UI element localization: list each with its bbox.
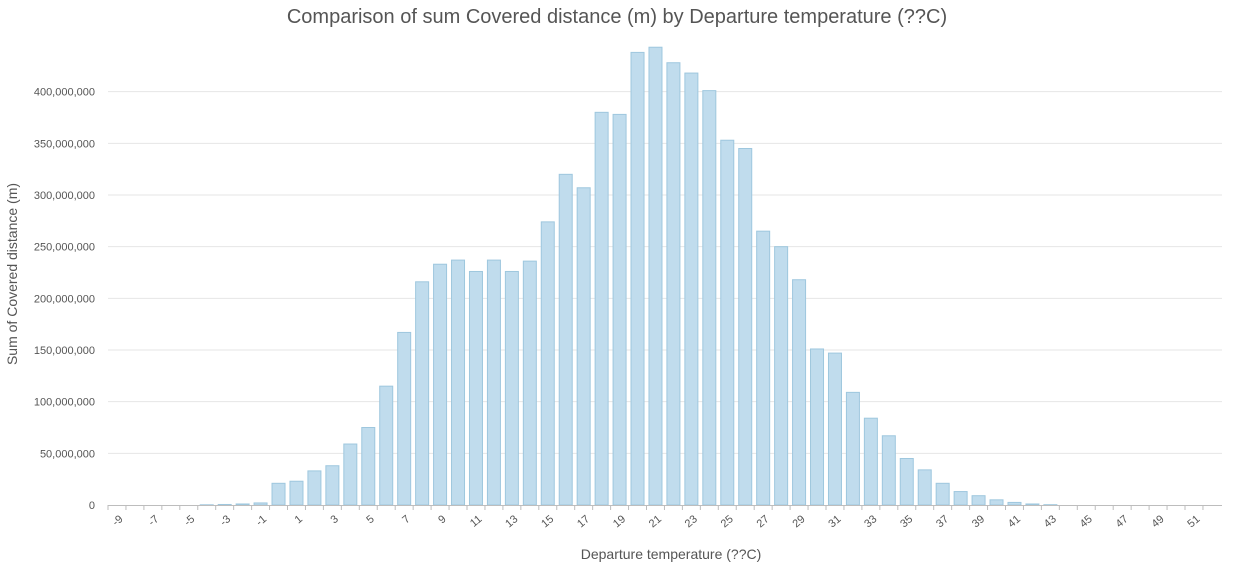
bar-9[interactable] <box>433 263 448 506</box>
bar-24[interactable] <box>702 90 717 506</box>
y-tick-label: 350,000,000 <box>34 138 95 150</box>
bar--3[interactable] <box>217 503 232 506</box>
x-tick-label: 31 <box>826 513 843 530</box>
x-axis-title: Departure temperature (??C) <box>581 546 762 562</box>
x-tick-label: -1 <box>254 513 269 528</box>
y-tick-label: 250,000,000 <box>34 242 95 254</box>
bar-7[interactable] <box>397 331 412 506</box>
x-tick-label: 13 <box>503 513 520 530</box>
x-tick-label: 41 <box>1006 513 1023 530</box>
y-tick-label: 0 <box>89 500 95 512</box>
x-tick-label: 47 <box>1114 513 1131 530</box>
bar-0[interactable] <box>271 482 286 506</box>
bar-34[interactable] <box>881 435 896 506</box>
x-tick-label: 5 <box>364 513 376 526</box>
bar-31[interactable] <box>827 352 842 506</box>
x-tick-label: -9 <box>110 513 125 528</box>
bar-40[interactable] <box>989 499 1004 506</box>
y-tick-label: 200,000,000 <box>34 293 95 305</box>
bar-27[interactable] <box>756 230 771 506</box>
x-tick-label: -3 <box>218 513 233 528</box>
bar-28[interactable] <box>774 246 789 506</box>
x-tick-label: 9 <box>436 513 448 526</box>
x-tick-label: 23 <box>683 513 700 530</box>
x-tick-label: 35 <box>898 513 915 530</box>
bar--2[interactable] <box>235 503 250 506</box>
bar-12[interactable] <box>486 259 501 506</box>
x-tick-label: -5 <box>182 513 197 528</box>
y-axis-title: Sum of Covered distance (m) <box>4 183 20 365</box>
bar-1[interactable] <box>289 480 304 506</box>
x-axis: -9 -7 -5 -3 -1 1 3 5 7 9 11 13 15 17 19 21 23 25 27 29 31 33 3… <box>107 505 1222 530</box>
bar-20[interactable] <box>630 51 645 506</box>
bar-33[interactable] <box>863 417 878 506</box>
x-tick-label: 27 <box>755 513 772 530</box>
x-tick-label: -7 <box>146 513 161 528</box>
bar-39[interactable] <box>971 495 986 506</box>
bar-37[interactable] <box>935 482 950 506</box>
bar-16[interactable] <box>558 173 573 506</box>
y-tick-label: 50,000,000 <box>40 448 95 460</box>
grid-lines <box>108 91 1222 454</box>
x-tick-label: 39 <box>970 513 987 530</box>
y-tick-label: 150,000,000 <box>34 345 95 357</box>
x-tick-label: 37 <box>934 513 951 530</box>
bar-26[interactable] <box>738 148 753 506</box>
x-tick-label: 25 <box>719 513 736 530</box>
chart-title: Comparison of sum Covered distance (m) b… <box>287 6 947 28</box>
bar-19[interactable] <box>612 113 627 506</box>
bar-2[interactable] <box>307 470 322 506</box>
x-tick-label: 7 <box>400 513 412 526</box>
bar-32[interactable] <box>845 391 860 506</box>
bar-11[interactable] <box>468 270 483 506</box>
bar-14[interactable] <box>522 260 537 506</box>
bar-29[interactable] <box>792 279 807 506</box>
bar-30[interactable] <box>810 348 825 506</box>
bar-36[interactable] <box>917 469 932 506</box>
x-tick-label: 49 <box>1149 513 1166 530</box>
bar-5[interactable] <box>361 427 376 506</box>
y-axis: 0 50,000,000 100,000,000 150,000,000 200,000… <box>34 87 95 512</box>
bar-13[interactable] <box>504 270 519 506</box>
bar-3[interactable] <box>325 465 340 506</box>
x-tick-label: 43 <box>1042 513 1059 530</box>
bar-17[interactable] <box>576 187 591 506</box>
bar-15[interactable] <box>540 221 555 506</box>
bar-10[interactable] <box>451 259 466 506</box>
x-tick-label: 19 <box>611 513 628 530</box>
bar-21[interactable] <box>648 46 663 506</box>
y-tick-label: 400,000,000 <box>34 87 95 99</box>
bar-41[interactable] <box>1007 501 1022 506</box>
x-tick-label: 21 <box>647 513 664 530</box>
bar-8[interactable] <box>415 281 430 506</box>
bar-23[interactable] <box>684 72 699 506</box>
bar-38[interactable] <box>953 491 968 506</box>
x-tick-label: 1 <box>293 513 305 526</box>
bars <box>199 46 1058 506</box>
bar-6[interactable] <box>379 385 394 506</box>
bar-4[interactable] <box>343 443 358 506</box>
bar--1[interactable] <box>253 502 268 506</box>
y-tick-label: 300,000,000 <box>34 190 95 202</box>
x-tick-label: 51 <box>1185 513 1202 530</box>
x-tick-label: 17 <box>575 513 592 530</box>
x-tick-label: 11 <box>468 513 484 530</box>
bar-42[interactable] <box>1025 503 1040 506</box>
bar-18[interactable] <box>594 111 609 506</box>
bar-35[interactable] <box>899 458 914 506</box>
x-tick-label: 29 <box>790 513 807 530</box>
y-tick-label: 100,000,000 <box>34 397 95 409</box>
x-tick-label: 33 <box>862 513 879 530</box>
x-tick-label: 3 <box>328 513 340 526</box>
x-tick-label: 15 <box>539 513 556 530</box>
x-tick-label: 45 <box>1078 513 1095 530</box>
bar-22[interactable] <box>666 62 681 506</box>
bar-25[interactable] <box>720 139 735 506</box>
